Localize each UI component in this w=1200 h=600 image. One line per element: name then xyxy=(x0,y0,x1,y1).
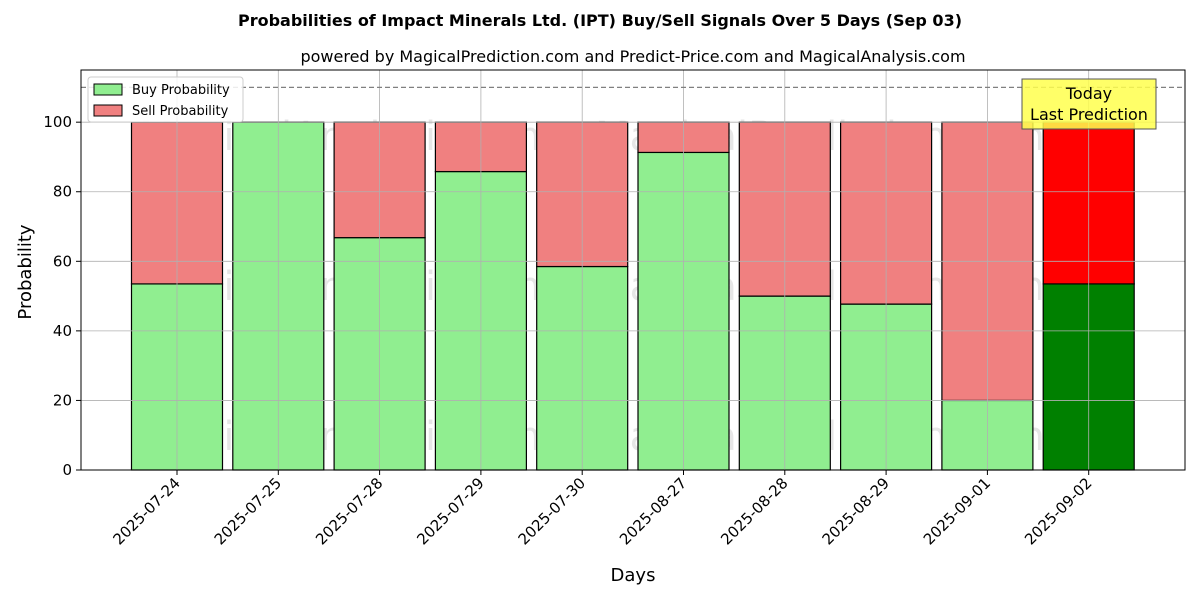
x-tick-label: 2025-09-02 xyxy=(1021,474,1095,548)
x-tick-label: 2025-08-29 xyxy=(819,474,893,548)
y-tick-label: 60 xyxy=(53,252,72,270)
x-tick-label: 2025-08-27 xyxy=(616,474,690,548)
y-tick-label: 0 xyxy=(62,461,72,479)
x-tick-label: 2025-07-24 xyxy=(109,474,183,548)
legend-swatch xyxy=(93,83,123,96)
legend-label: Sell Probability xyxy=(132,104,229,119)
x-tick-label: 2025-07-29 xyxy=(413,474,487,548)
legend-box xyxy=(87,76,244,123)
y-tick-label: 100 xyxy=(43,113,72,131)
y-axis-label: Probability xyxy=(15,224,36,319)
today-line2: Last Prediction xyxy=(1030,105,1148,124)
x-tick-label: 2025-07-30 xyxy=(515,474,589,548)
y-tick-label: 40 xyxy=(53,322,72,340)
x-tick-label: 2025-07-25 xyxy=(211,474,285,548)
y-tick-label: 80 xyxy=(53,183,72,201)
today-annotation: Today Last Prediction xyxy=(1021,78,1157,130)
today-box xyxy=(1021,78,1157,130)
x-axis-label: Days xyxy=(611,565,656,586)
today-line1: Today xyxy=(1065,84,1112,103)
x-tick-label: 2025-09-01 xyxy=(920,474,994,548)
y-tick-label: 20 xyxy=(53,391,72,409)
legend: Buy Probability Sell Probability xyxy=(87,76,244,123)
x-tick-label: 2025-08-28 xyxy=(717,474,791,548)
plot-area: MagicalAnalysis.comMagicalPrediction.com… xyxy=(43,69,1186,548)
chart-subtitle: powered by MagicalPrediction.com and Pre… xyxy=(300,47,965,66)
plot-frame xyxy=(80,69,1186,471)
chart-title: Probabilities of Impact Minerals Ltd. (I… xyxy=(238,11,962,30)
legend-swatch xyxy=(93,104,123,117)
x-tick-label: 2025-07-28 xyxy=(312,474,386,548)
legend-label: Buy Probability xyxy=(132,83,230,98)
